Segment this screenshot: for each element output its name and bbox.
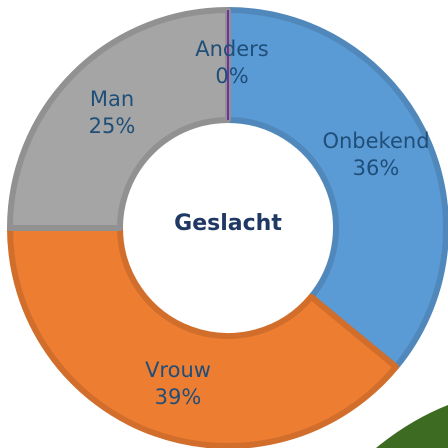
slice-value-label: 0% — [215, 64, 248, 88]
slice-label: Onbekend — [322, 129, 429, 153]
decoration — [376, 405, 448, 448]
slice-label: Anders — [195, 37, 269, 61]
slice — [7, 7, 231, 231]
slice-value-label: 39% — [155, 385, 202, 409]
slices — [7, 7, 448, 448]
slice-label: Man — [90, 87, 134, 111]
chart-title: Geslacht — [174, 211, 282, 236]
slice-value-label: 36% — [353, 156, 400, 180]
slice — [225, 7, 448, 370]
slice-label: Vrouw — [145, 358, 211, 382]
slice — [7, 225, 399, 448]
slice-value-label: 25% — [89, 114, 136, 138]
